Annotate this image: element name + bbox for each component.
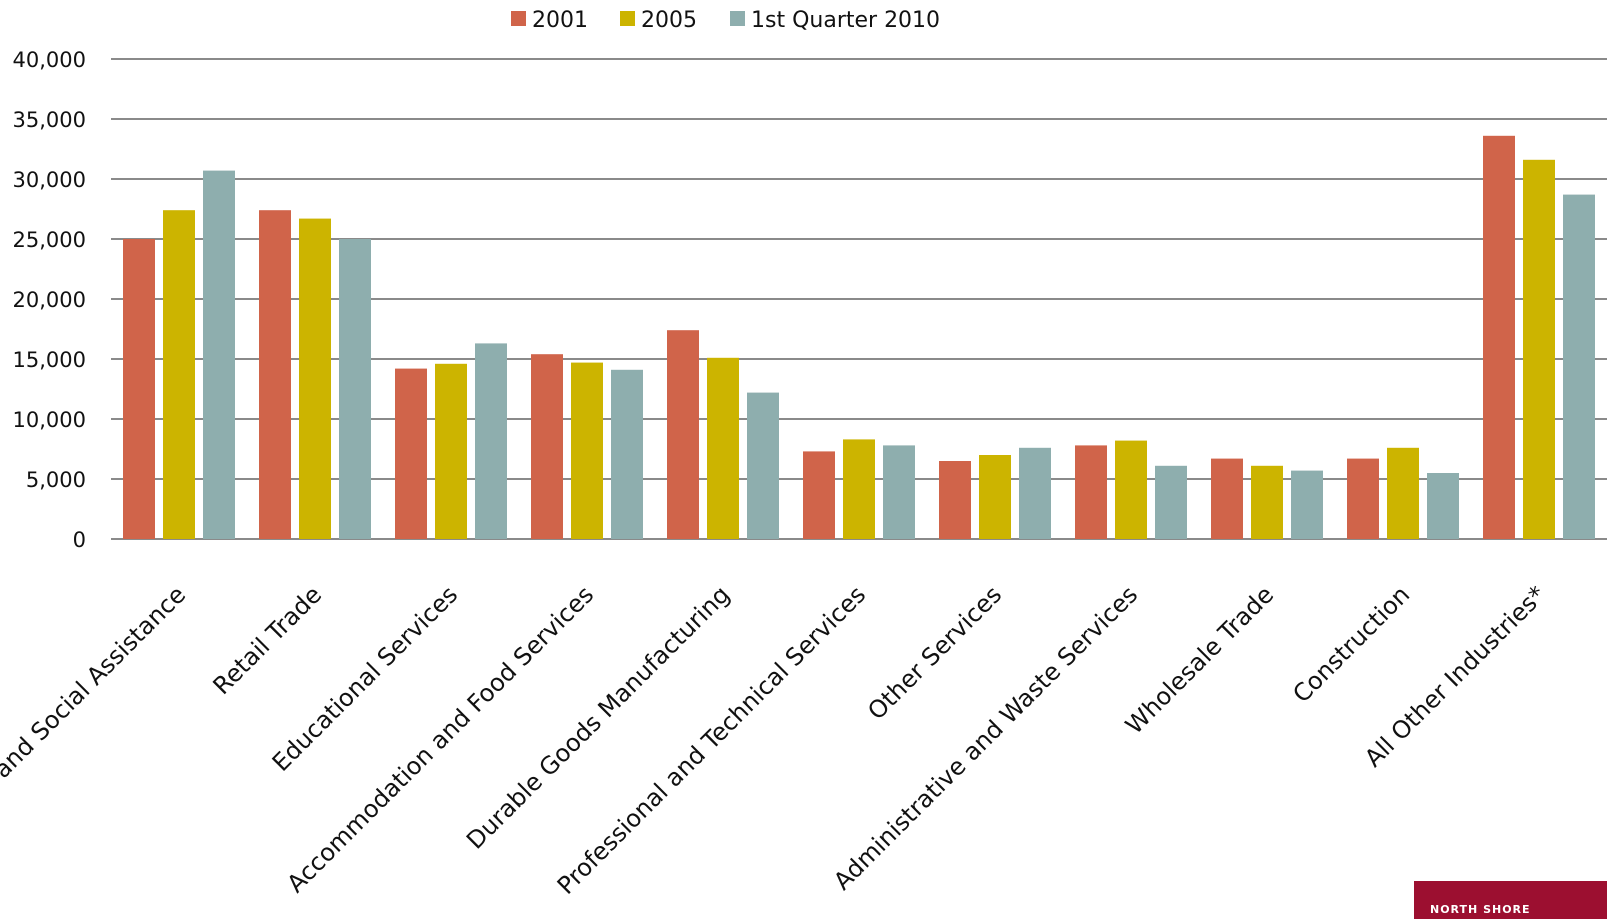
bar [883, 445, 915, 539]
bars [123, 135, 1595, 540]
x-tick-label: Administrative and Waste Services [828, 580, 1143, 895]
y-tick-label: 25,000 [13, 228, 86, 252]
bar [747, 392, 779, 539]
bar [475, 343, 507, 539]
legend-swatch [620, 11, 635, 26]
bar [1483, 135, 1515, 540]
y-tick-label: 40,000 [13, 48, 86, 72]
bar [1523, 159, 1555, 540]
bar [123, 239, 155, 539]
bar [1387, 447, 1419, 539]
x-tick-label: Retail Trade [208, 580, 328, 700]
bar [1291, 470, 1323, 539]
logo-background [1414, 881, 1607, 919]
bar [667, 330, 699, 539]
y-tick-label: 15,000 [13, 348, 86, 372]
y-tick-label: 0 [73, 528, 86, 552]
y-tick-label: 10,000 [13, 408, 86, 432]
bar [299, 218, 331, 539]
legend-label: 1st Quarter 2010 [751, 8, 940, 33]
bar [203, 170, 235, 539]
y-tick-label: 20,000 [13, 288, 86, 312]
bar [531, 354, 563, 539]
y-tick-label: 30,000 [13, 168, 86, 192]
x-tick-label: Durable Goods Manufacturing [461, 580, 735, 854]
logo-text: NORTH SHORE [1430, 903, 1531, 916]
north-shore-logo: NORTH SHORE [1414, 881, 1607, 919]
bar [1115, 440, 1147, 539]
bar [1563, 194, 1595, 539]
bar [1075, 445, 1107, 539]
bar [803, 451, 835, 539]
bar [259, 210, 291, 539]
bar [395, 368, 427, 539]
x-tick-label: Accommodation and Food Services [282, 580, 600, 898]
legend: 2001 2005 1st Quarter 2010 [511, 8, 940, 33]
legend-swatch [511, 11, 526, 26]
bar [707, 357, 739, 539]
y-tick-label: 5,000 [26, 468, 86, 492]
bar [843, 439, 875, 539]
legend-label: 2005 [641, 8, 697, 33]
y-axis-ticks: 0 5,000 10,000 15,000 20,000 25,000 30,000 35,0… [13, 48, 86, 552]
bar [1155, 465, 1187, 539]
x-tick-label: Construction [1287, 580, 1415, 708]
bar [1211, 458, 1243, 539]
x-tick-label: Health Care and Social Assistance [0, 580, 191, 889]
y-tick-label: 35,000 [13, 108, 86, 132]
x-tick-label: Wholesale Trade [1120, 580, 1279, 739]
bar [435, 363, 467, 539]
bar [163, 210, 195, 539]
bar [339, 239, 371, 539]
bar [1019, 447, 1051, 539]
bar [571, 362, 603, 539]
x-tick-label: Professional and Technical Services [552, 580, 871, 899]
x-axis-labels: Health Care and Social AssistanceRetail … [0, 580, 1551, 899]
bar [1427, 473, 1459, 539]
bar [979, 455, 1011, 539]
bar [611, 369, 643, 539]
bar [939, 461, 971, 539]
legend-swatch [730, 11, 745, 26]
legend-label: 2001 [532, 8, 588, 33]
bar [1251, 465, 1283, 539]
x-tick-label: Other Services [862, 580, 1007, 725]
bar [1347, 458, 1379, 539]
